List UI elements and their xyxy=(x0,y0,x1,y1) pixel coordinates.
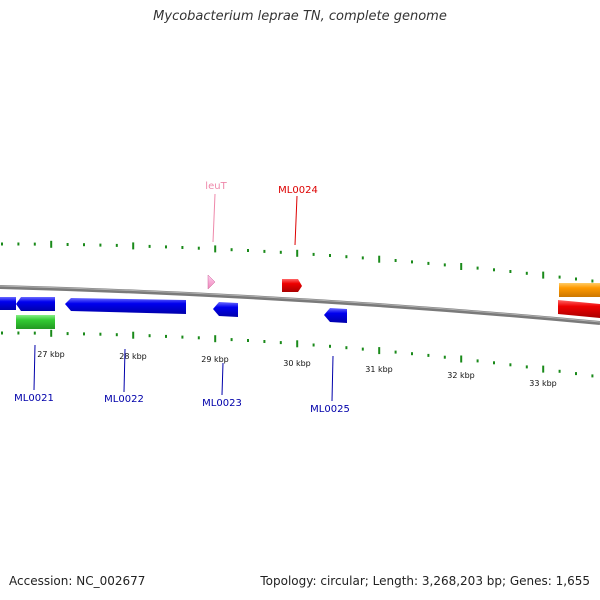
outer-tick-ring xyxy=(1,240,594,283)
leader-leuT xyxy=(212,193,216,243)
leader-ML0025 xyxy=(331,355,334,402)
label-leuT[interactable]: leuT xyxy=(205,181,227,192)
label-leaders xyxy=(33,193,334,402)
gene-ML0025[interactable] xyxy=(324,308,347,323)
gene-ML0024[interactable] xyxy=(282,279,302,292)
label-ML0023[interactable]: ML0023 xyxy=(202,398,242,409)
accession-text: Accession: NC_002677 xyxy=(9,574,146,588)
label-ML0021[interactable]: ML0021 xyxy=(14,393,54,404)
gene-ML0022[interactable] xyxy=(65,298,186,314)
gene-labels: ML0021 ML0022 ML0023 ML0025 leuT ML0024 xyxy=(14,181,350,415)
map-title: Mycobacterium leprae TN, complete genome xyxy=(153,9,447,24)
scale-label-29kbp: 29 kbp xyxy=(201,355,229,364)
leader-ML0022 xyxy=(123,348,126,393)
genome-backbone xyxy=(0,285,600,325)
scale-label-32kbp: 32 kbp xyxy=(447,371,475,380)
leader-ML0023 xyxy=(221,362,224,396)
gene-ML0023[interactable] xyxy=(213,302,238,317)
gene-green[interactable] xyxy=(16,315,55,329)
label-ML0024[interactable]: ML0024 xyxy=(278,185,318,196)
gene-ML0021[interactable] xyxy=(16,297,55,311)
scale-labels: 27 kbp 28 kbp 29 kbp 30 kbp 31 kbp 32 kb… xyxy=(37,350,557,388)
scale-label-31kbp: 31 kbp xyxy=(365,365,393,374)
scale-label-27kbp: 27 kbp xyxy=(37,350,65,359)
gene-orange[interactable] xyxy=(559,283,600,297)
gene-red-right[interactable] xyxy=(558,300,600,318)
gene-ML0021-upstream[interactable] xyxy=(0,297,16,310)
scale-label-28kbp: 28 kbp xyxy=(119,352,147,361)
inner-tick-ring xyxy=(1,329,594,378)
leader-ML0021 xyxy=(33,344,36,391)
gene-leuT[interactable] xyxy=(207,274,216,290)
scale-label-30kbp: 30 kbp xyxy=(283,359,311,368)
scale-label-33kbp: 33 kbp xyxy=(529,379,557,388)
label-ML0025[interactable]: ML0025 xyxy=(310,404,350,415)
label-ML0022[interactable]: ML0022 xyxy=(104,394,144,405)
genome-backbone-highlight xyxy=(0,285,600,323)
genome-summary-text: Topology: circular; Length: 3,268,203 bp… xyxy=(260,574,590,588)
leader-ML0024 xyxy=(294,195,298,246)
